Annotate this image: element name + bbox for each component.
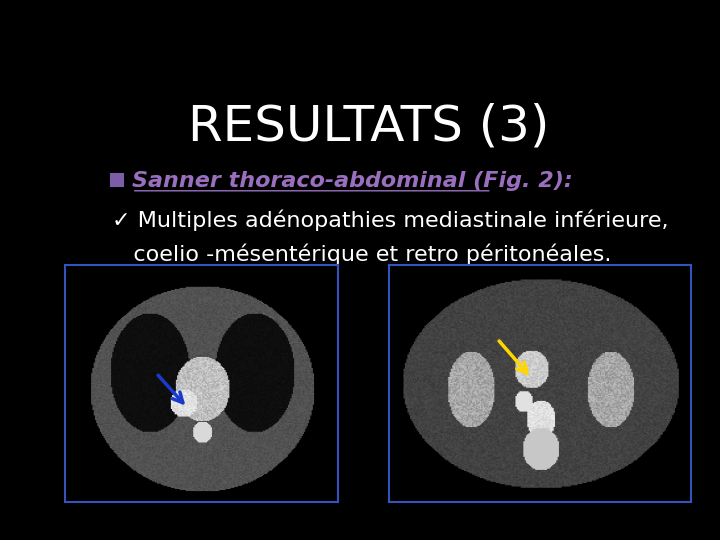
Text: ✓ Multiples adénopathies mediastinale inférieure,: ✓ Multiples adénopathies mediastinale in… <box>112 210 669 232</box>
Text: coelio -mésentérique et retro péritonéales.: coelio -mésentérique et retro péritonéal… <box>112 243 612 265</box>
FancyBboxPatch shape <box>111 174 123 186</box>
Text: Sanner thoraco-abdominal (Fig. 2):: Sanner thoraco-abdominal (Fig. 2): <box>132 171 572 191</box>
Text: RESULTATS (3): RESULTATS (3) <box>189 102 549 150</box>
